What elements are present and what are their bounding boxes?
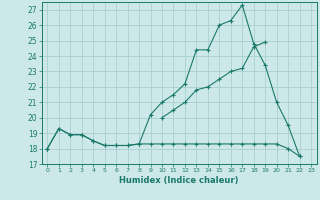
X-axis label: Humidex (Indice chaleur): Humidex (Indice chaleur) (119, 176, 239, 185)
